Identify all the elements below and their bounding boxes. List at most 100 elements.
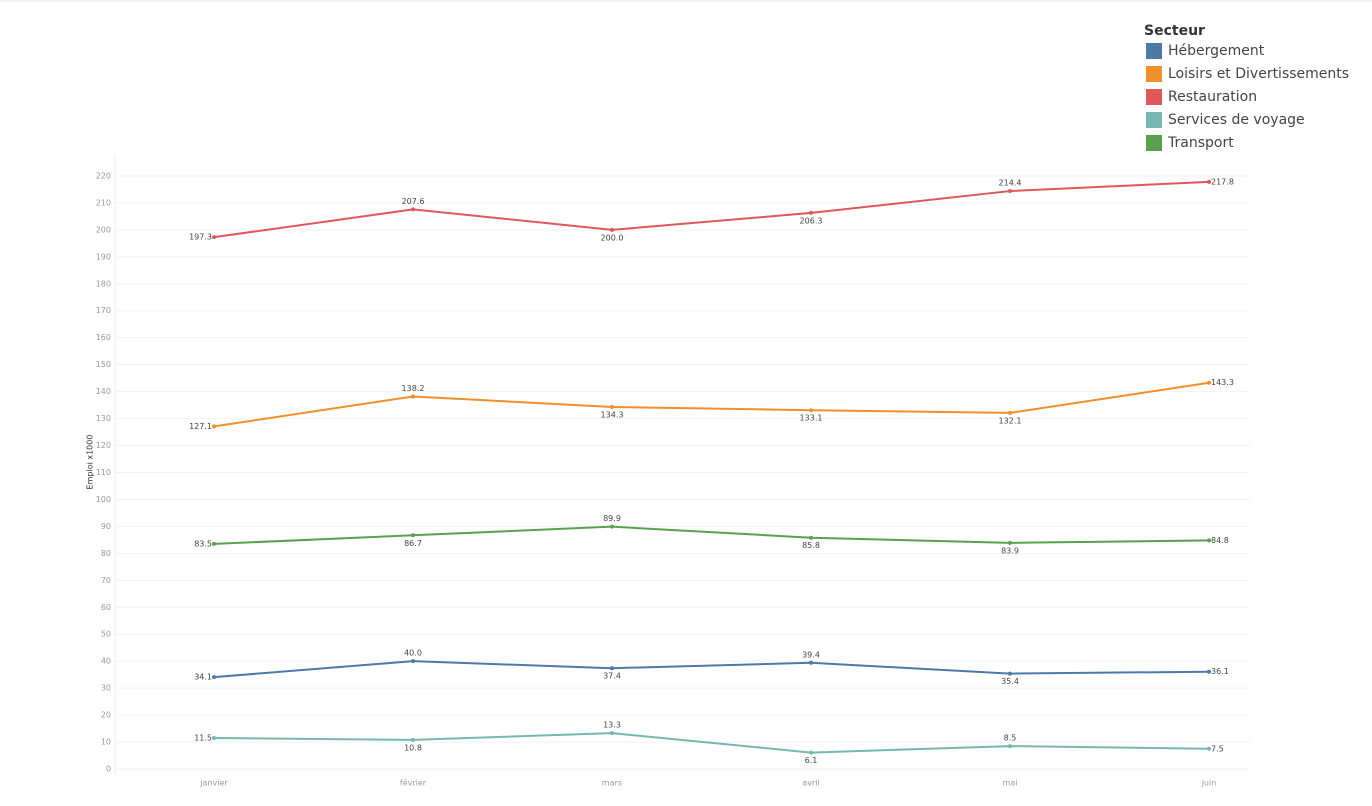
value-label: 40.0 — [404, 649, 422, 658]
value-label: 83.9 — [1001, 546, 1019, 555]
data-point — [610, 666, 614, 671]
data-point — [1008, 744, 1012, 749]
series-line — [213, 180, 1210, 239]
value-label: 138.2 — [402, 384, 425, 393]
legend-title: Secteur — [1144, 23, 1205, 39]
data-point — [610, 524, 614, 529]
value-label: 34.1 — [194, 673, 212, 682]
value-label: 206.3 — [800, 216, 823, 225]
data-point — [1207, 179, 1211, 184]
series-line — [213, 525, 1210, 545]
value-label: 86.7 — [404, 539, 422, 548]
data-point — [212, 235, 216, 240]
data-point — [1008, 671, 1012, 676]
data-point — [1008, 540, 1012, 545]
legend-label: Services de voyage — [1168, 112, 1305, 128]
value-label: 11.5 — [194, 734, 212, 743]
legend-label: Loisirs et Divertissements — [1168, 66, 1349, 82]
data-point — [809, 535, 813, 540]
x-tick-label: mars — [602, 779, 622, 788]
legend-label: Restauration — [1168, 89, 1257, 105]
data-point — [809, 210, 813, 215]
data-point — [809, 408, 813, 413]
y-tick-label: 20 — [101, 711, 111, 720]
data-point — [212, 541, 216, 546]
series-line — [213, 660, 1210, 679]
value-label: 127.1 — [189, 422, 212, 431]
data-point — [1207, 746, 1211, 751]
y-tick-label: 50 — [101, 630, 111, 639]
value-label: 89.9 — [603, 514, 621, 523]
y-tick-label: 80 — [101, 549, 111, 558]
y-tick-label: 130 — [96, 414, 111, 423]
value-label: 37.4 — [603, 672, 621, 681]
data-point — [610, 227, 614, 232]
value-label: 39.4 — [802, 650, 820, 659]
value-label: 10.8 — [404, 743, 422, 752]
legend-label: Transport — [1167, 135, 1234, 151]
value-label: 143.3 — [1211, 378, 1234, 387]
data-point — [1207, 380, 1211, 385]
value-label: 83.5 — [194, 539, 212, 548]
y-tick-label: 60 — [101, 603, 111, 612]
y-tick-label: 190 — [96, 252, 111, 261]
value-label: 214.4 — [999, 179, 1022, 188]
data-point — [411, 207, 415, 212]
series-line — [213, 381, 1210, 428]
x-tick-label: janvier — [199, 779, 228, 788]
y-tick-label: 120 — [96, 441, 111, 450]
data-point — [809, 660, 813, 665]
legend-swatch — [1146, 135, 1162, 151]
y-tick-label: 30 — [101, 684, 111, 693]
x-tick-label: mai — [1003, 779, 1018, 788]
data-point — [1207, 538, 1211, 543]
y-tick-label: 140 — [96, 387, 111, 396]
value-label: 84.8 — [1211, 536, 1229, 545]
y-tick-label: 170 — [96, 306, 111, 315]
value-label: 207.6 — [402, 197, 425, 206]
y-tick-label: 100 — [96, 495, 111, 504]
legend-label: Hébergement — [1168, 43, 1265, 59]
data-point — [1207, 669, 1211, 674]
value-label: 36.1 — [1211, 667, 1229, 676]
value-label: 7.5 — [1211, 744, 1224, 753]
value-label: 134.3 — [601, 410, 624, 419]
x-tick-label: avril — [802, 779, 819, 788]
data-point — [411, 533, 415, 538]
data-point — [411, 394, 415, 399]
data-point — [411, 737, 415, 742]
value-label: 13.3 — [603, 721, 621, 730]
y-tick-label: 160 — [96, 333, 111, 342]
value-label: 85.8 — [802, 541, 820, 550]
value-label: 197.3 — [189, 233, 212, 242]
y-tick-label: 90 — [101, 522, 111, 531]
data-point — [212, 424, 216, 429]
legend-swatch — [1146, 66, 1162, 82]
y-tick-label: 210 — [96, 198, 111, 207]
series-line — [213, 732, 1210, 754]
value-label: 132.1 — [999, 416, 1022, 425]
data-point — [809, 750, 813, 755]
data-point — [610, 731, 614, 736]
value-label: 35.4 — [1001, 677, 1019, 686]
legend-swatch — [1146, 89, 1162, 105]
data-point — [610, 404, 614, 409]
data-point — [1008, 410, 1012, 415]
y-tick-label: 110 — [96, 468, 111, 477]
y-tick-label: 150 — [96, 360, 111, 369]
y-tick-label: 180 — [96, 279, 111, 288]
value-label: 217.8 — [1211, 177, 1234, 186]
data-point — [212, 736, 216, 741]
data-point — [411, 659, 415, 664]
legend-swatch — [1146, 112, 1162, 128]
y-tick-label: 0 — [106, 765, 111, 774]
y-tick-label: 40 — [101, 657, 111, 666]
legend-swatch — [1146, 43, 1162, 59]
y-tick-label: 10 — [101, 738, 111, 747]
x-tick-label: février — [400, 778, 427, 788]
x-tick-label: juin — [1201, 779, 1217, 788]
y-tick-label: 200 — [96, 225, 111, 234]
y-axis-title: Emploi x1000 — [86, 435, 95, 490]
y-tick-label: 70 — [101, 576, 111, 585]
